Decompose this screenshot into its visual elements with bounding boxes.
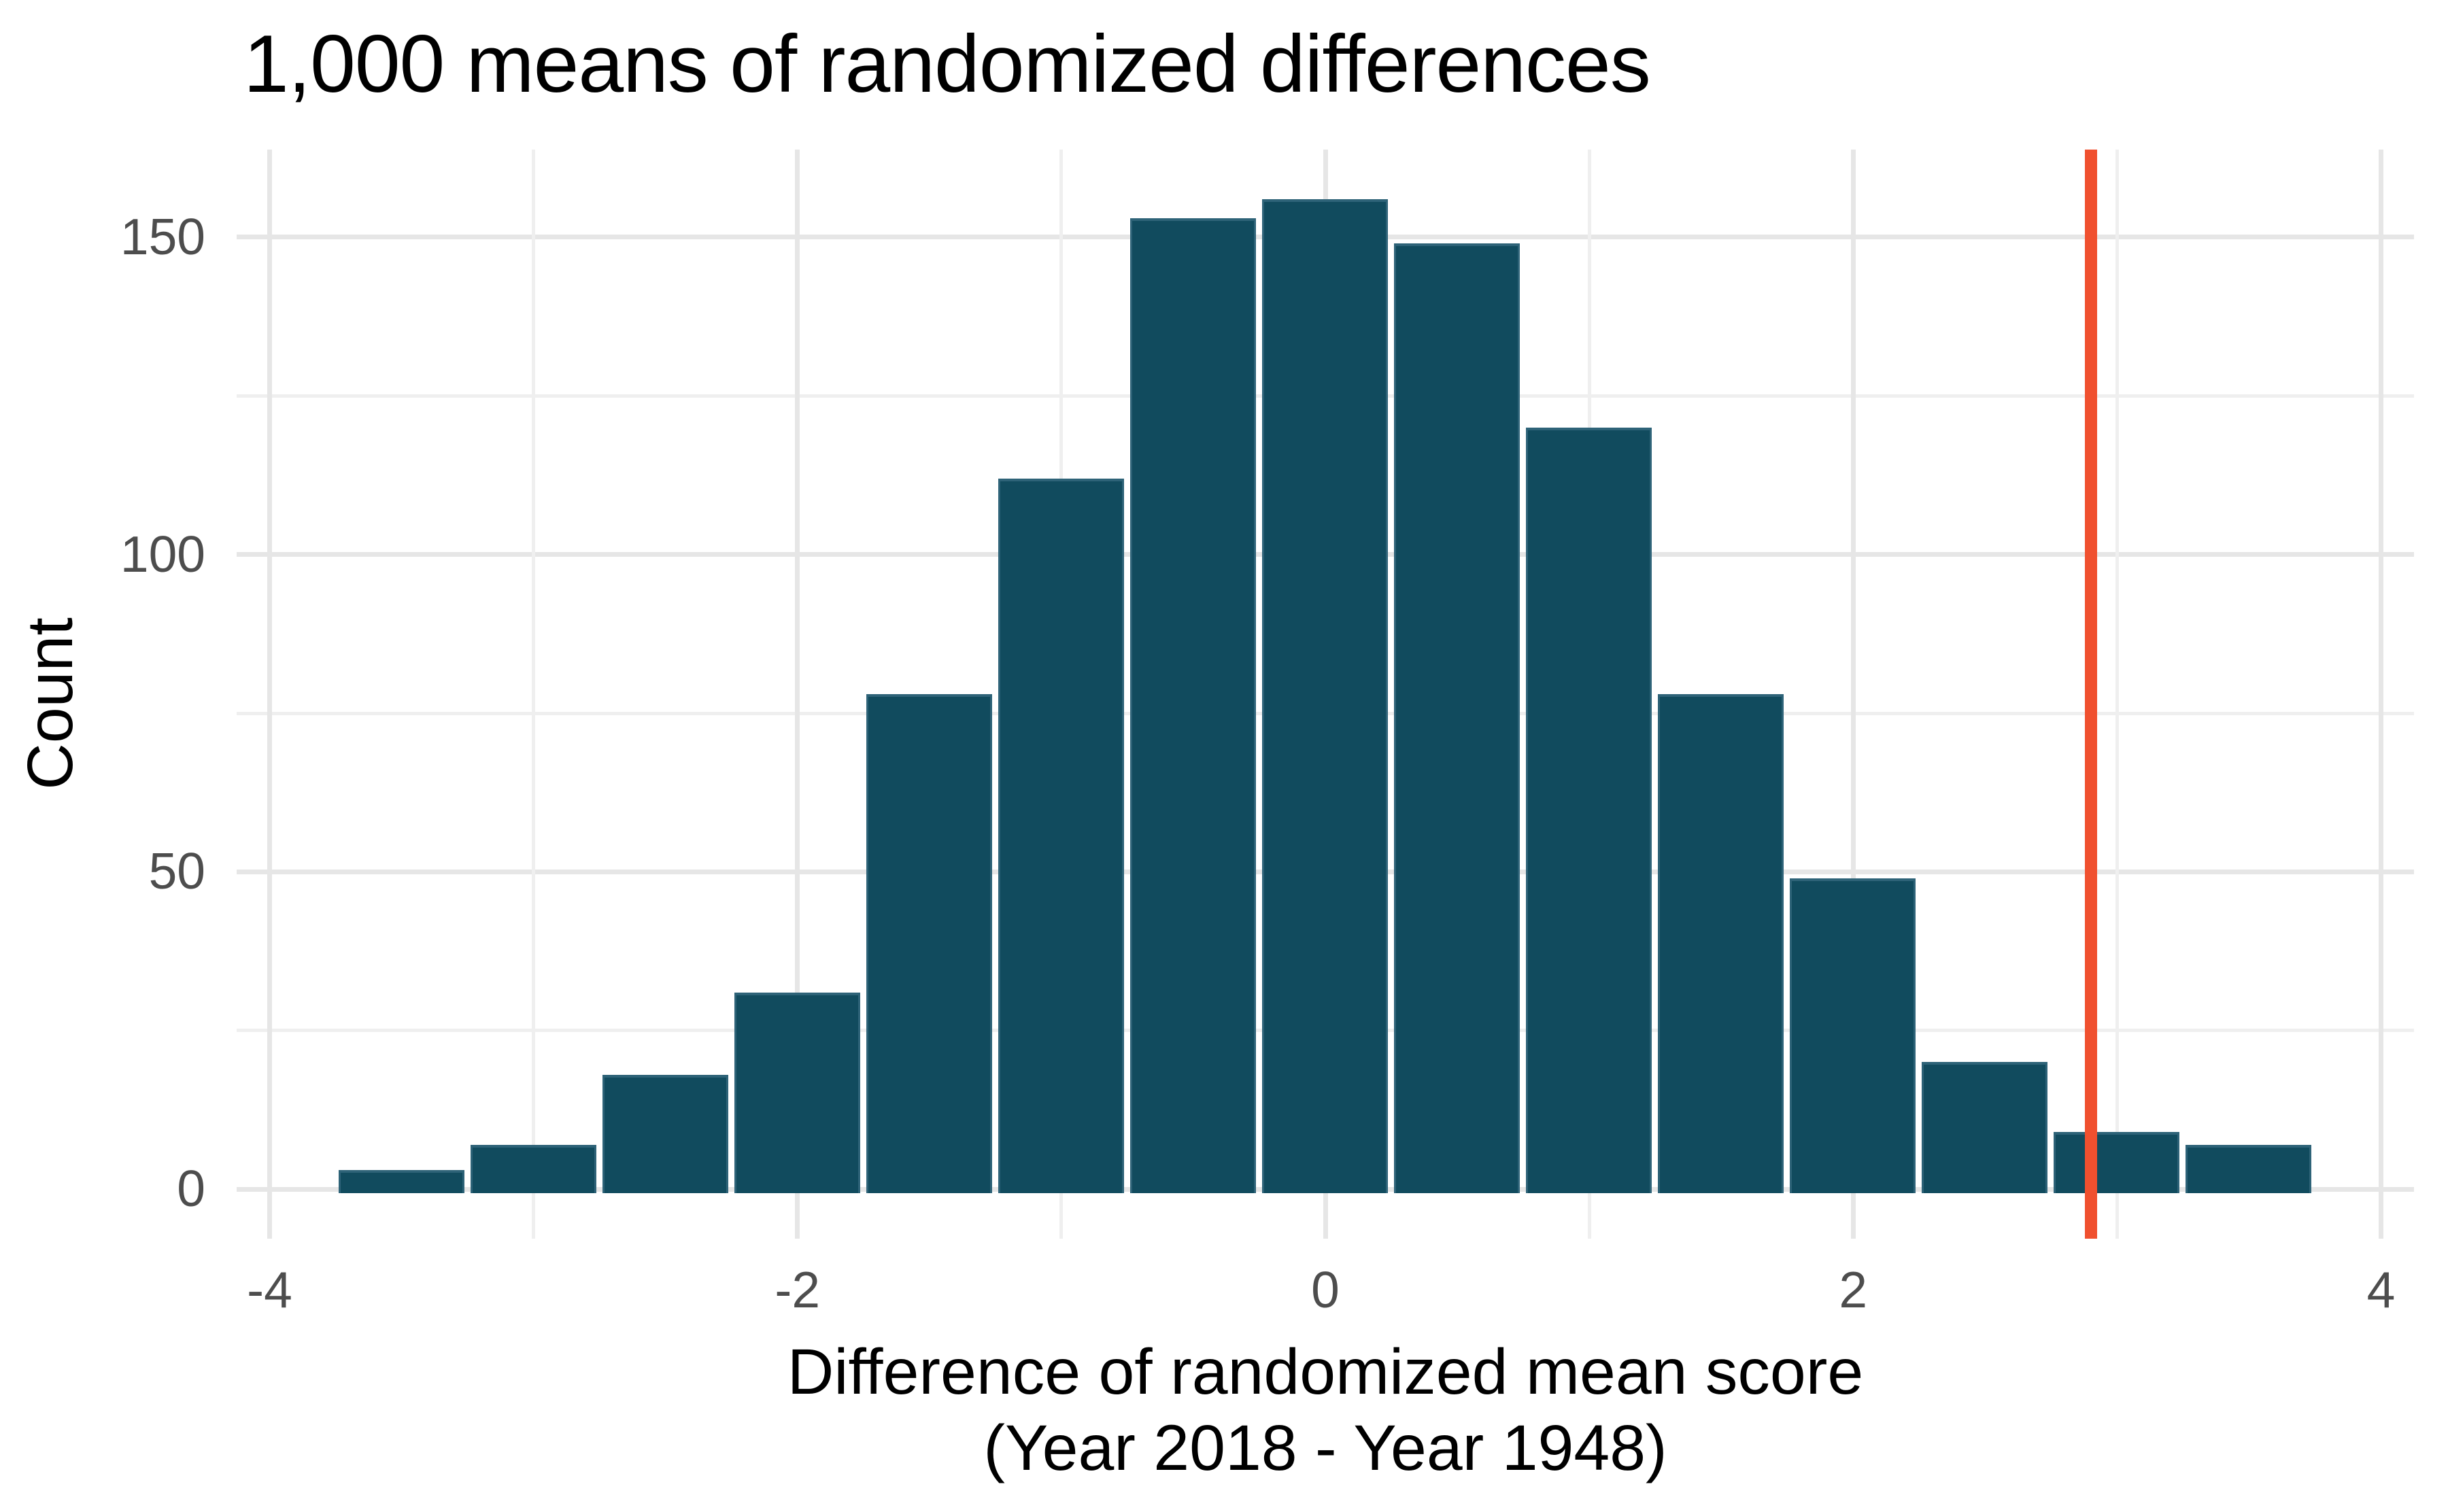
y-tick-label: 150 <box>120 207 205 265</box>
x-tick-label: 0 <box>1311 1261 1340 1318</box>
y-tick-label: 50 <box>148 842 205 900</box>
histogram-bar <box>1790 878 1916 1194</box>
x-tick-label: -4 <box>247 1261 292 1318</box>
x-axis-title: Difference of randomized mean score (Yea… <box>237 1334 2414 1486</box>
gridline-vertical-major <box>1850 150 1856 1239</box>
histogram-bar <box>2186 1144 2312 1194</box>
gridline-vertical-major <box>267 150 272 1239</box>
x-tick-label: -2 <box>775 1261 821 1318</box>
histogram-bar <box>1526 427 1652 1194</box>
gridline-vertical-minor <box>2115 150 2119 1239</box>
histogram-bar <box>998 478 1124 1194</box>
histogram-bar <box>470 1144 596 1194</box>
histogram-bar <box>866 694 992 1194</box>
x-tick-label: 4 <box>2366 1261 2396 1318</box>
histogram-bar <box>1922 1062 2048 1194</box>
histogram-bar <box>602 1075 728 1194</box>
y-tick-label: 0 <box>177 1160 205 1218</box>
histogram-bar <box>2054 1132 2180 1194</box>
x-axis-title-line2: (Year 2018 - Year 1948) <box>983 1412 1667 1484</box>
gridline-vertical-major <box>795 150 800 1239</box>
histogram-bar <box>1394 243 1520 1194</box>
histogram-bar <box>1261 199 1389 1194</box>
y-tick-label: 100 <box>120 525 205 583</box>
x-axis-title-line1: Difference of randomized mean score <box>787 1336 1864 1408</box>
histogram-bar <box>1129 218 1256 1194</box>
gridline-vertical-minor <box>532 150 536 1239</box>
y-axis-title: Count <box>14 617 86 790</box>
plot-title: 1,000 means of randomized differences <box>243 18 1651 109</box>
x-tick-label: 2 <box>1839 1261 1868 1318</box>
histogram-bar <box>338 1170 464 1194</box>
gridline-vertical-major <box>2378 150 2383 1239</box>
histogram-bar <box>1658 694 1784 1194</box>
histogram-bar <box>734 992 860 1194</box>
observed-difference-line <box>2084 150 2097 1239</box>
